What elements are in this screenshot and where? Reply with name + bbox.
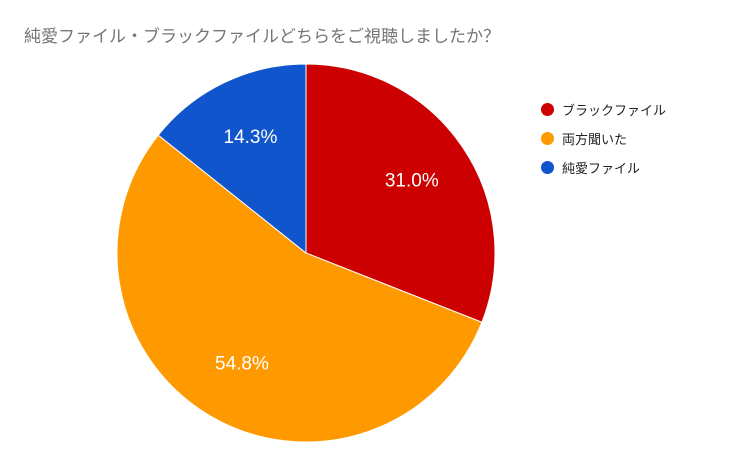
- pie-label-pure-love-file: 14.3%: [224, 127, 278, 148]
- pie-label-both: 54.8%: [215, 353, 269, 374]
- pie-slice-pure-love-file[interactable]: [157, 63, 307, 255]
- legend-label-pure-love-file: 純愛ファイル: [562, 161, 641, 177]
- legend-swatch-pure-love-file: [541, 160, 554, 174]
- legend-swatch-black-file: [541, 102, 554, 116]
- pie-slice-both[interactable]: [116, 134, 483, 443]
- legend-item-pure-love-file[interactable]: 純愛ファイル: [541, 157, 666, 177]
- legend-label-black-file: ブラックファイル: [562, 103, 667, 119]
- legend-label-both: 両方聞いた: [562, 132, 628, 148]
- legend-item-both[interactable]: 両方聞いた: [541, 128, 666, 148]
- pie-slice-black-file[interactable]: [305, 63, 496, 323]
- legend-swatch-both: [541, 131, 554, 145]
- legend-item-black-file[interactable]: ブラックファイル: [541, 99, 666, 119]
- legend: ブラックファイル 両方聞いた 純愛ファイル: [541, 99, 666, 186]
- pie-label-black-file: 31.0%: [385, 170, 439, 191]
- chart-title: 純愛ファイル・ブラックファイルどちらをご視聴しましたか？: [24, 27, 500, 47]
